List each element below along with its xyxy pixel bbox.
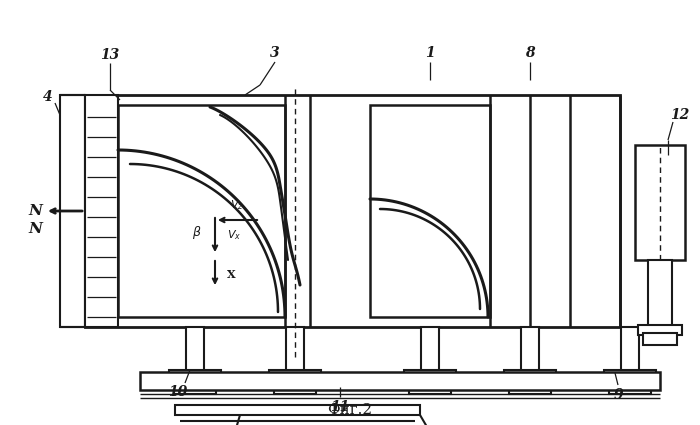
Bar (175, 405, 420, 415)
Bar (274, 382, 316, 394)
Text: 10: 10 (169, 385, 188, 399)
Text: 11: 11 (330, 400, 349, 414)
Text: 4: 4 (43, 90, 52, 104)
Text: X: X (227, 269, 236, 280)
Bar (609, 382, 651, 394)
Bar (643, 333, 677, 345)
Bar (604, 370, 656, 382)
Text: 8: 8 (525, 46, 535, 60)
Text: $V_z$: $V_z$ (230, 198, 244, 212)
Bar (370, 105, 490, 317)
Text: $\beta$: $\beta$ (193, 224, 202, 241)
Text: 3: 3 (270, 46, 280, 60)
Bar (85, 95, 118, 327)
Bar (635, 145, 685, 260)
Text: $V_x$: $V_x$ (227, 228, 242, 242)
Bar (60, 95, 85, 327)
Bar (504, 370, 556, 382)
Bar (409, 382, 451, 394)
Bar (118, 105, 285, 317)
Text: 9: 9 (613, 388, 623, 402)
Bar (648, 260, 672, 327)
Text: 1: 1 (425, 46, 435, 60)
Text: 12: 12 (671, 108, 690, 122)
Text: 13: 13 (100, 48, 120, 62)
Bar (140, 372, 660, 390)
Bar (174, 382, 216, 394)
Bar (85, 95, 620, 327)
Text: N: N (28, 222, 42, 236)
Bar (509, 382, 551, 394)
Bar (621, 327, 639, 372)
Bar (638, 325, 682, 335)
Bar (269, 370, 321, 382)
Bar (521, 327, 539, 372)
Bar (404, 370, 456, 382)
Bar (286, 327, 304, 372)
Bar (186, 327, 204, 372)
Bar (169, 370, 221, 382)
Text: N: N (28, 204, 42, 218)
Bar (421, 327, 439, 372)
Text: Фиг.2: Фиг.2 (328, 403, 372, 417)
